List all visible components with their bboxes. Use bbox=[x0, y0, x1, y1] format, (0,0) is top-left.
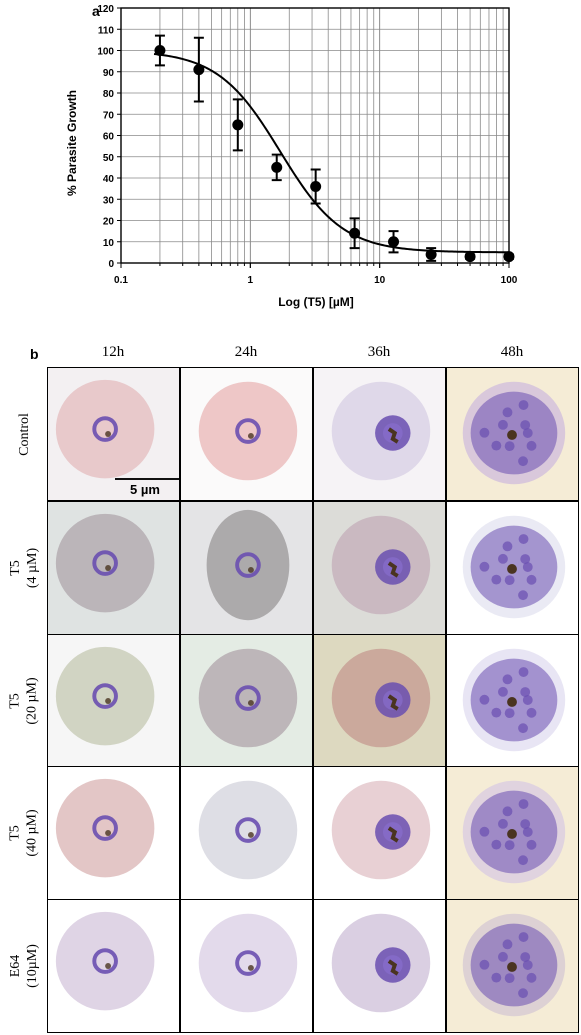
micrograph-cell bbox=[446, 501, 579, 635]
row-label-line2: (20 µM) bbox=[25, 677, 40, 725]
micrograph-image bbox=[447, 635, 578, 767]
micrograph-cell bbox=[180, 501, 313, 635]
y-tick-label: 60 bbox=[103, 132, 115, 143]
micrograph-cell bbox=[180, 634, 313, 768]
data-point bbox=[193, 64, 205, 76]
micrograph-image bbox=[447, 900, 578, 1032]
panel-a-letter: a bbox=[92, 3, 100, 19]
row-label-0: Control bbox=[4, 367, 44, 501]
chart-grid bbox=[120, 7, 510, 264]
y-tick-label: 110 bbox=[98, 25, 115, 36]
micrograph-image bbox=[48, 900, 179, 1032]
micrograph-image bbox=[314, 635, 445, 767]
row-label-line1: T5 bbox=[8, 560, 23, 576]
micrograph-cell bbox=[47, 766, 180, 900]
data-point bbox=[232, 119, 244, 131]
y-tick-label: 50 bbox=[103, 153, 115, 164]
row-label-4: E64 (10µM) bbox=[4, 899, 44, 1033]
y-tick-label: 100 bbox=[97, 47, 114, 58]
row-label-line1: T5 bbox=[8, 693, 23, 709]
data-point bbox=[154, 45, 166, 56]
row-label-line2: (40 µM) bbox=[25, 809, 40, 857]
y-axis-label: % Parasite Growth bbox=[65, 90, 79, 196]
micrograph-image bbox=[48, 635, 179, 767]
micrograph-image bbox=[447, 368, 578, 500]
micrograph-image bbox=[314, 368, 445, 500]
row-label-line1: Control bbox=[16, 412, 32, 456]
micrograph-cell bbox=[313, 634, 446, 768]
scale-bar bbox=[115, 478, 179, 480]
row-label-line1: E64 bbox=[8, 954, 23, 978]
row-label-line2: (10µM) bbox=[25, 944, 40, 988]
micrograph-image bbox=[181, 635, 312, 767]
plot-frame bbox=[120, 7, 510, 264]
micrograph-cell bbox=[47, 899, 180, 1033]
data-point bbox=[271, 161, 283, 173]
data-point bbox=[464, 251, 476, 263]
data-point bbox=[349, 227, 361, 239]
fit-curve bbox=[153, 52, 509, 254]
data-points-layer bbox=[154, 45, 515, 263]
micrograph-image bbox=[48, 502, 179, 634]
data-point bbox=[425, 249, 437, 260]
micrograph-cell bbox=[180, 367, 313, 501]
chart-axes bbox=[117, 7, 510, 268]
row-label-3: T5 (40 µM) bbox=[4, 766, 44, 900]
column-header-48h: 48h bbox=[500, 344, 524, 360]
y-tick-label: 120 bbox=[97, 4, 114, 15]
data-point bbox=[388, 236, 400, 248]
y-tick-label: 0 bbox=[108, 259, 114, 270]
micrograph-image bbox=[314, 900, 445, 1032]
micrograph-cell bbox=[180, 766, 313, 900]
column-header-24h: 24h bbox=[234, 344, 258, 360]
micrograph-image bbox=[447, 502, 578, 634]
micrograph-cell bbox=[313, 766, 446, 900]
micrograph-cell bbox=[47, 367, 180, 501]
y-tick-label: 80 bbox=[103, 89, 115, 100]
micrograph-image bbox=[181, 767, 312, 899]
x-axis-label: Log (T5) [µM] bbox=[278, 295, 354, 309]
micrograph-cell bbox=[446, 634, 579, 768]
micrograph-image bbox=[181, 502, 312, 634]
scale-bar-label: 5 µm bbox=[130, 482, 160, 497]
micrograph-cell bbox=[47, 634, 180, 768]
column-header-36h: 36h bbox=[367, 344, 391, 360]
x-tick-label: 0.1 bbox=[114, 275, 128, 286]
micrograph-cell bbox=[446, 367, 579, 501]
micrograph-image bbox=[181, 368, 312, 500]
data-point bbox=[310, 181, 322, 192]
micrograph-image bbox=[48, 767, 179, 899]
row-label-line2: (4 µM) bbox=[25, 547, 40, 589]
y-tick-label: 40 bbox=[103, 174, 115, 185]
micrograph-image bbox=[447, 767, 578, 899]
panel-b-letter: b bbox=[30, 346, 39, 362]
row-label-1: T5 (4 µM) bbox=[4, 501, 44, 635]
y-tick-label: 10 bbox=[103, 238, 115, 249]
fit-curve-layer bbox=[153, 52, 509, 254]
column-header-12h: 12h bbox=[101, 344, 125, 360]
x-tick-label: 10 bbox=[374, 275, 386, 286]
micrograph-image bbox=[314, 502, 445, 634]
row-label-2: T5 (20 µM) bbox=[4, 634, 44, 768]
y-tick-label: 70 bbox=[103, 110, 115, 121]
micrograph-cell bbox=[446, 766, 579, 900]
micrograph-image bbox=[181, 900, 312, 1032]
x-tick-label: 1 bbox=[248, 275, 254, 286]
micrograph-cell bbox=[313, 899, 446, 1033]
row-label-line1: T5 bbox=[8, 825, 23, 841]
y-tick-label: 90 bbox=[103, 68, 115, 79]
x-tick-label: 100 bbox=[501, 275, 518, 286]
y-tick-label: 30 bbox=[103, 195, 115, 206]
micrograph-cell bbox=[180, 899, 313, 1033]
micrograph-image bbox=[314, 767, 445, 899]
micrograph-cell bbox=[313, 501, 446, 635]
micrograph-cell bbox=[47, 501, 180, 635]
y-tick-label: 20 bbox=[103, 217, 115, 228]
micrograph-cell bbox=[313, 367, 446, 501]
micrograph-cell bbox=[446, 899, 579, 1033]
micrograph-image bbox=[48, 368, 179, 500]
